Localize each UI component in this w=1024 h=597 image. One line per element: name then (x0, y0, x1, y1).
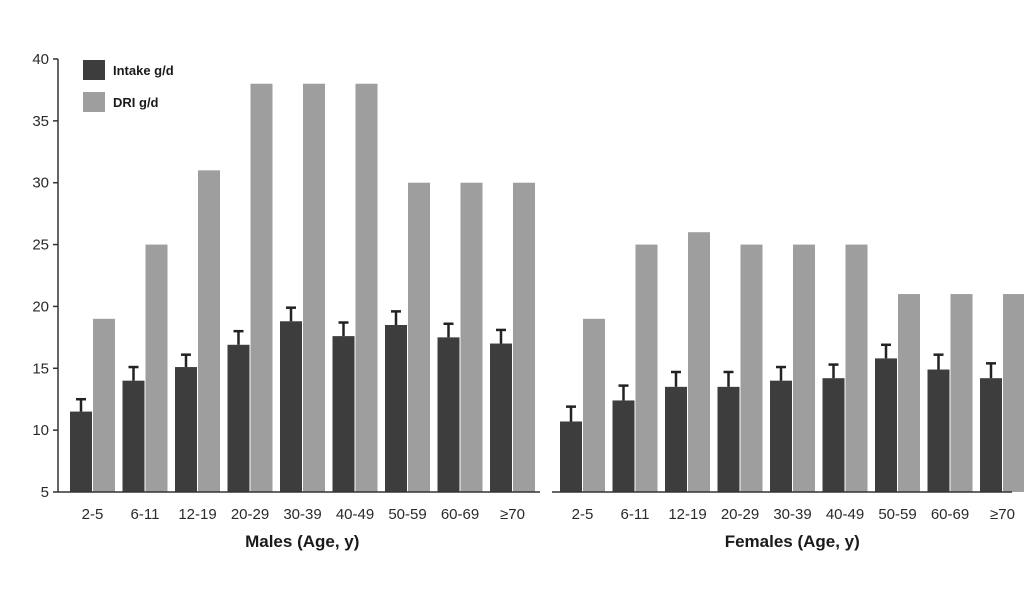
intake-bar (490, 343, 512, 492)
x-axis: 2-5 6-11 12-19 20-29 30-39 40-49 50-59 60-69 ≥70… (58, 491, 1015, 551)
intake-bar (122, 380, 145, 492)
intake-bar (980, 378, 1002, 492)
bars (70, 83, 1024, 493)
intake-bar (822, 378, 845, 492)
intake-bar (70, 411, 92, 492)
x-tick-label: 50-59 (878, 506, 916, 523)
x-tick-label: 50-59 (388, 506, 426, 523)
y-tick-label: 5 (41, 484, 49, 501)
y-tick-label: 40 (32, 51, 49, 68)
x-tick-label: ≥70 (500, 506, 525, 523)
x-tick-label: 30-39 (773, 506, 811, 523)
y-tick-label: 15 (32, 360, 49, 377)
dri-bar (583, 318, 605, 492)
x-tick-label: ≥70 (990, 506, 1015, 523)
dri-bar (250, 83, 273, 492)
intake-bar (770, 380, 792, 492)
dri-bar (1003, 294, 1024, 492)
intake-bar (927, 369, 950, 492)
dri-bar (355, 83, 378, 492)
x-tick-label: 6-11 (621, 506, 650, 523)
intake-bar (665, 386, 687, 492)
y-axis: 5 10 15 20 25 30 35 40 (32, 51, 59, 501)
dri-bar (93, 318, 115, 492)
legend-label-dri: DRI g/d (113, 95, 159, 110)
y-tick-label: 35 (32, 113, 49, 130)
x-tick-label: 2-5 (82, 506, 104, 523)
y-tick-label: 25 (32, 237, 49, 254)
dri-bar (145, 244, 168, 492)
x-tick-label: 60-69 (931, 506, 969, 523)
x-tick-label: 12-19 (668, 506, 706, 523)
dri-bar (740, 244, 763, 492)
x-tick-label: 60-69 (441, 506, 479, 523)
dri-bar (688, 232, 710, 492)
group-axis-label: Females (Age, y) (725, 532, 860, 551)
dri-bar (898, 294, 920, 492)
legend-swatch-dri (83, 92, 105, 112)
x-tick-label: 20-29 (721, 506, 759, 523)
dri-bar (950, 294, 973, 492)
intake-bar (385, 324, 407, 492)
y-tick-label: 20 (32, 298, 49, 315)
dri-bar (793, 244, 815, 492)
dri-bar (198, 170, 220, 493)
intake-bar (875, 358, 897, 492)
x-tick-label: 30-39 (283, 506, 321, 523)
group-axis-label: Males (Age, y) (245, 532, 359, 551)
intake-bar (227, 344, 250, 492)
legend-label-intake: Intake g/d (113, 63, 174, 78)
dri-bar (408, 182, 430, 492)
intake-bar (560, 421, 582, 492)
intake-bar (280, 321, 302, 492)
x-tick-label: 12-19 (178, 506, 216, 523)
intake-bar (717, 386, 740, 492)
dri-bar (303, 83, 325, 492)
x-tick-label: 20-29 (231, 506, 269, 523)
intake-bar (175, 367, 197, 492)
dri-bar (460, 182, 483, 492)
legend: Intake g/d DRI g/d (83, 60, 174, 112)
x-tick-label: 40-49 (826, 506, 864, 523)
x-tick-label: 6-11 (131, 506, 160, 523)
dri-bar (635, 244, 658, 492)
x-tick-label: 40-49 (336, 506, 374, 523)
intake-bar (612, 400, 635, 492)
intake-bar (332, 336, 355, 492)
dri-bar (513, 182, 535, 492)
y-tick-label: 30 (32, 175, 49, 192)
dri-bar (845, 244, 868, 492)
x-tick-label: 2-5 (572, 506, 594, 523)
y-tick-label: 10 (32, 422, 49, 439)
intake-bar (437, 337, 460, 492)
legend-swatch-intake (83, 60, 105, 80)
